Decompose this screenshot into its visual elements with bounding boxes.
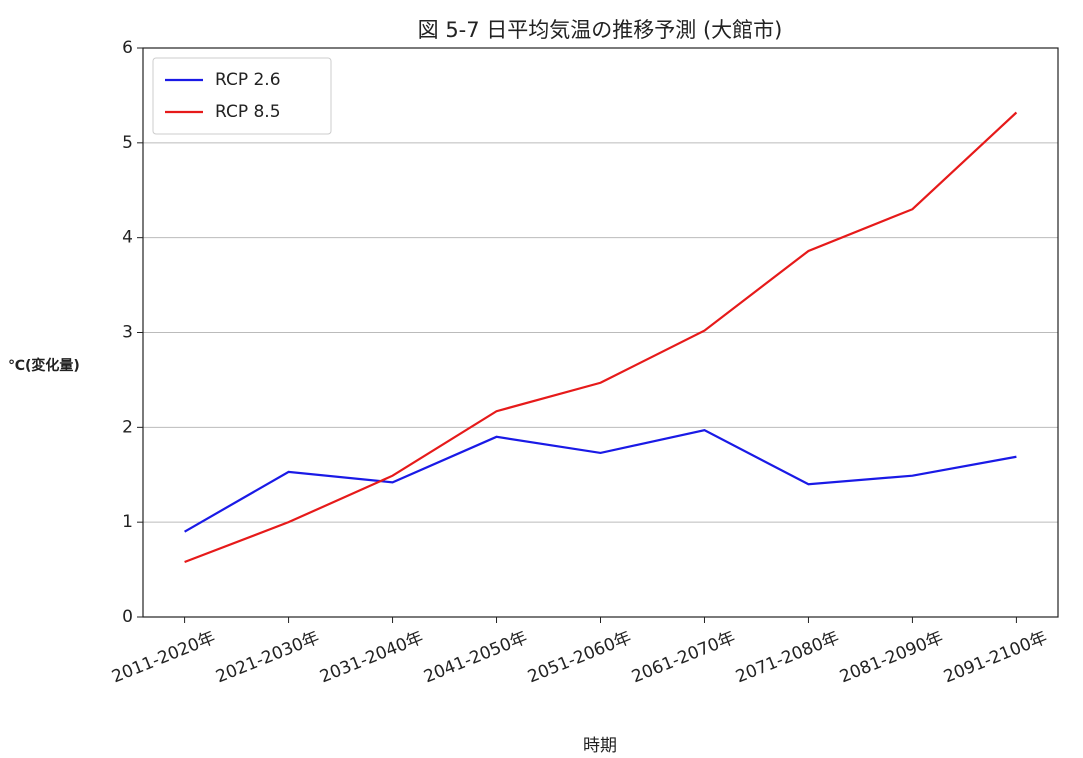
x-tick-label: 2081-2090年 — [837, 628, 946, 688]
x-tick-label: 2061-2070年 — [629, 628, 738, 688]
x-tick-label: 2091-2100年 — [941, 628, 1050, 688]
y-tick-label: 1 — [122, 512, 133, 532]
x-axis-label: 時期 — [583, 736, 617, 756]
line-series — [184, 111, 1018, 564]
legend-box — [152, 57, 332, 135]
y-tick-label: 3 — [122, 323, 133, 343]
x-tick-label: 2031-2040年 — [317, 628, 426, 688]
legend-label: RCP 2.6 — [215, 70, 281, 90]
y-tick-label: 2 — [122, 417, 133, 437]
chart-title: 図 5-7 日平均気温の推移予測 (大館市) — [418, 18, 783, 42]
y-tick-label: 5 — [122, 133, 133, 153]
y-tick-label: 6 — [122, 38, 133, 58]
x-tick-label: 2071-2080年 — [733, 628, 842, 688]
y-tick-label: 4 — [122, 228, 133, 248]
x-tick-label: 2021-2030年 — [213, 628, 322, 688]
y-axis-label: ℃(変化量) — [8, 357, 80, 374]
x-tick-label: 2011-2020年 — [109, 628, 218, 688]
x-tick-label: 2041-2050年 — [421, 628, 530, 688]
y-tick-label: 0 — [122, 607, 133, 627]
legend-label: RCP 8.5 — [215, 102, 281, 122]
x-tick-label: 2051-2060年 — [525, 628, 634, 688]
line-series — [184, 429, 1017, 533]
